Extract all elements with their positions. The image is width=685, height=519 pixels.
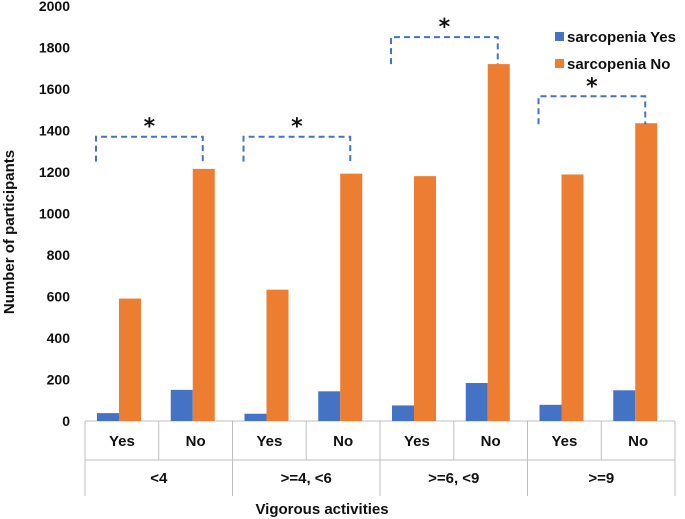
subcategory-label-yes: Yes: [109, 433, 135, 450]
significance-brackets: * * * *: [95, 15, 647, 162]
group-label: >=9: [588, 470, 614, 487]
bar-sarcopenia-yes-0: [97, 413, 119, 421]
subcategory-label-yes: Yes: [404, 433, 430, 450]
y-tick-label-1000: 1000: [39, 206, 70, 222]
bar-sarcopenia-no-6: [561, 174, 584, 421]
significance-star-2: *: [439, 15, 451, 40]
subcategory-label-yes: Yes: [256, 433, 282, 450]
bar-sarcopenia-no-0: [119, 298, 141, 421]
y-axis-ticks: 0 200 400 600 800 1000 1200 1400 1600 1800 2000: [39, 0, 70, 429]
significance-bracket-2: [390, 36, 499, 65]
significance-bracket-1: [242, 135, 352, 162]
subcategory-label-no: No: [628, 433, 648, 450]
y-tick-label-0: 0: [62, 413, 70, 429]
y-tick-label-400: 400: [47, 330, 71, 346]
y-tick-label-600: 600: [47, 289, 71, 305]
significance-bracket-3: [537, 95, 647, 125]
group-label: <4: [150, 470, 168, 487]
legend-label-1: sarcopenia No: [567, 56, 670, 73]
x-axis-title: Vigorous activities: [255, 501, 388, 518]
bar-sarcopenia-yes-7: [613, 390, 636, 421]
group-label: >=4, <6: [281, 470, 332, 487]
subcategory-label-yes: Yes: [551, 433, 577, 450]
bar-sarcopenia-yes-2: [244, 413, 267, 421]
significance-star-0: *: [144, 115, 156, 140]
group-label: >=6, <9: [428, 470, 479, 487]
y-axis-title: Number of participants: [1, 150, 18, 314]
y-tick-label-1400: 1400: [39, 123, 70, 139]
bars: [97, 64, 658, 422]
y-tick-label-1800: 1800: [39, 40, 70, 56]
y-tick-label-2000: 2000: [39, 0, 70, 14]
chart-frame: [84, 420, 676, 496]
legend-label-0: sarcopenia Yes: [567, 29, 676, 46]
bar-sarcopenia-yes-6: [539, 404, 562, 421]
y-tick-label-800: 800: [47, 247, 71, 263]
bar-sarcopenia-yes-3: [318, 391, 341, 421]
significance-star-3: *: [586, 74, 598, 99]
bar-sarcopenia-yes-4: [392, 405, 414, 421]
category-labels: Yes No <4 Yes No >=4, <6 Yes No >=6, <9 Yes No >=9: [109, 433, 648, 487]
bar-sarcopenia-yes-5: [465, 383, 488, 421]
significance-bracket-0: [95, 135, 204, 162]
bar-sarcopenia-no-2: [266, 289, 289, 421]
y-tick-label-200: 200: [47, 372, 71, 388]
subcategory-label-no: No: [481, 433, 501, 450]
bar-sarcopenia-no-7: [635, 123, 658, 422]
bar-sarcopenia-no-3: [340, 173, 363, 421]
bar-sarcopenia-no-4: [414, 176, 436, 421]
bar-sarcopenia-no-1: [192, 168, 215, 421]
legend-swatch-1: [555, 59, 564, 68]
y-tick-label-1600: 1600: [39, 81, 70, 97]
bar-sarcopenia-yes-1: [170, 389, 193, 421]
bar-sarcopenia-no-5: [487, 64, 510, 421]
significance-star-1: *: [291, 115, 303, 140]
subcategory-label-no: No: [186, 433, 206, 450]
legend-swatch-0: [555, 32, 564, 41]
y-tick-label-1200: 1200: [39, 164, 70, 180]
legend: sarcopenia Yes sarcopenia No: [555, 29, 676, 73]
subcategory-label-no: No: [333, 433, 353, 450]
